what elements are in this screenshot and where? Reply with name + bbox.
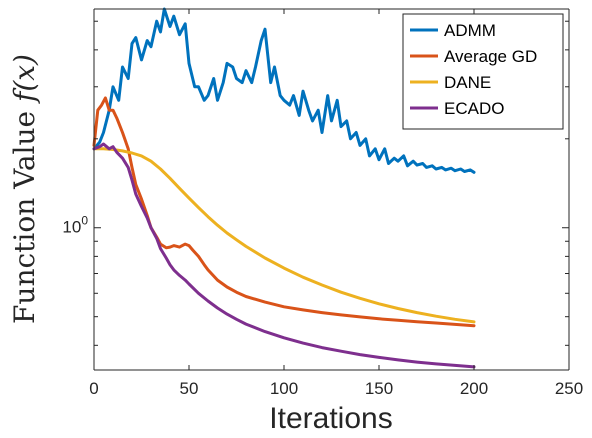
legend: ADMM Average GD DANE ECADO <box>402 13 564 130</box>
y-tick-label-base: 10 <box>62 218 81 237</box>
x-tick-label: 50 <box>180 379 199 398</box>
x-axis-label: Iterations <box>269 402 392 435</box>
legend-label: DANE <box>444 73 491 92</box>
x-tick-label: 250 <box>555 379 583 398</box>
legend-label: Average GD <box>444 47 537 66</box>
y-ticks: 100 <box>62 20 569 346</box>
x-tick-label: 0 <box>89 379 98 398</box>
x-ticks: 0 50 100 150 200 250 <box>89 9 583 398</box>
y-axis-label-text: Function Value <box>8 102 41 324</box>
x-tick-label: 200 <box>460 379 488 398</box>
y-axis-label: Function Value f(x) <box>8 54 41 324</box>
legend-entries: ADMM Average GD DANE ECADO <box>410 21 537 118</box>
y-tick-label: 100 <box>62 214 88 237</box>
series-line-dane <box>92 147 476 324</box>
x-tick-label: 150 <box>365 379 393 398</box>
series-layer <box>92 7 476 369</box>
series-line-ecado <box>92 142 476 369</box>
y-tick-label-exponent: 0 <box>81 214 88 228</box>
y-axis-label-math: f(x) <box>8 54 41 104</box>
legend-label: ECADO <box>444 99 504 118</box>
legend-label: ADMM <box>444 21 496 40</box>
series-line-admm <box>92 7 476 174</box>
legend-box <box>402 13 564 130</box>
axes-layer <box>93 8 570 371</box>
series-line-average-gd <box>92 96 476 328</box>
x-tick-label: 100 <box>270 379 298 398</box>
